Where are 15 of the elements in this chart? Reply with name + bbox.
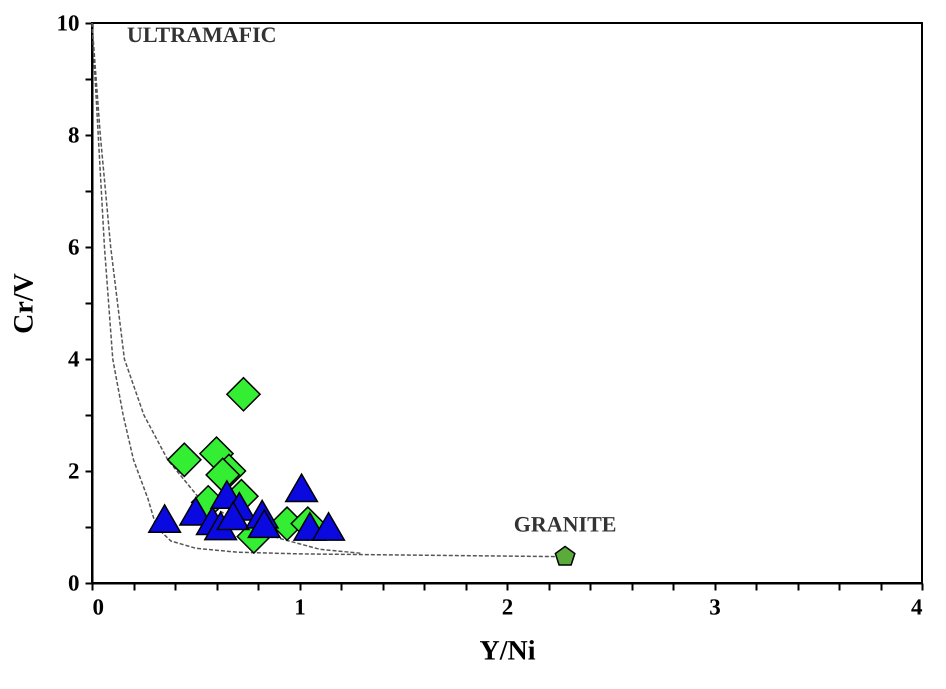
annotation: GRANITE <box>514 512 616 537</box>
x-tick-label: 2 <box>502 594 514 620</box>
x-axis-title: Y/Ni <box>480 636 536 666</box>
x-tick-label: 0 <box>92 594 104 620</box>
y-tick-label: 2 <box>68 458 80 484</box>
y-tick-label: 10 <box>56 10 80 36</box>
x-tick-label: 1 <box>294 594 306 620</box>
x-tick-label: 4 <box>911 594 923 620</box>
y-tick-label: 8 <box>68 122 80 148</box>
y-tick-label: 6 <box>68 234 80 260</box>
y-tick-label: 0 <box>68 570 80 596</box>
x-tick-label: 3 <box>709 594 721 620</box>
y-tick-label: 4 <box>68 346 80 372</box>
annotation: ULTRAMAFIC <box>127 22 277 47</box>
y-axis-title: Cr/V <box>8 273 40 334</box>
